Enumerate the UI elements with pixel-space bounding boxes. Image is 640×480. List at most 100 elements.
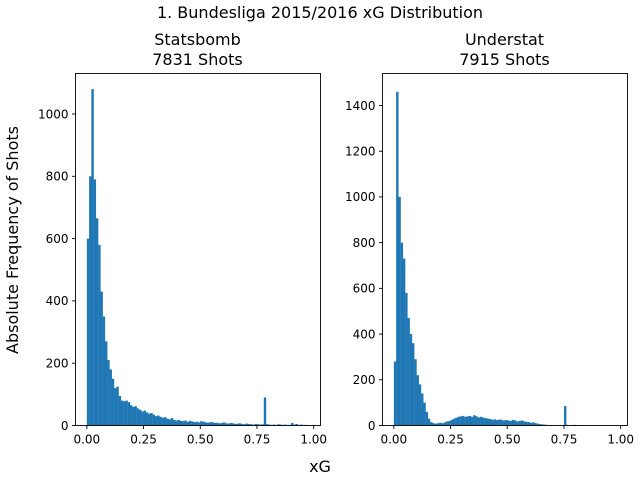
statsbomb-bar <box>170 418 174 426</box>
understat-x-tick-label: 0.00 <box>380 433 407 447</box>
statsbomb-bar <box>86 238 90 426</box>
statsbomb-bar <box>284 424 287 426</box>
understat-x-tick-label: 0.75 <box>551 433 578 447</box>
statsbomb-title-count: 7831 Shots <box>152 50 243 69</box>
understat-y-tick-label: 600 <box>353 282 376 296</box>
understat-bar <box>527 422 531 426</box>
understat-bar <box>400 242 404 426</box>
understat-bar <box>443 422 447 426</box>
understat-bar <box>484 418 487 426</box>
understat-bar <box>407 318 410 426</box>
understat-y-tick-label: 1000 <box>345 190 376 204</box>
understat-bar <box>461 415 465 426</box>
understat-bar <box>518 420 522 426</box>
statsbomb-bar <box>293 424 296 426</box>
statsbomb-bar <box>100 291 103 426</box>
statsbomb-bar <box>218 423 221 426</box>
understat-bar <box>466 416 469 426</box>
understat-bar <box>411 343 415 426</box>
understat-axes-frame <box>382 73 628 426</box>
statsbomb-bar <box>279 424 283 426</box>
statsbomb-bar <box>95 218 99 426</box>
statsbomb-bar <box>202 421 205 426</box>
statsbomb-bar <box>216 422 219 426</box>
statsbomb-bar <box>123 401 126 426</box>
understat-bar <box>468 415 472 426</box>
understat-bar <box>516 421 519 426</box>
understat-bar <box>493 419 497 426</box>
understat-bar <box>489 419 492 426</box>
statsbomb-bar <box>148 413 151 426</box>
y-axis-label: Absolute Frequency of Shots <box>3 126 22 354</box>
understat-bar <box>477 417 481 426</box>
statsbomb-bar <box>295 423 298 426</box>
statsbomb-bar <box>175 420 178 426</box>
understat-bar <box>416 375 419 426</box>
understat-bar <box>414 359 417 426</box>
statsbomb-bar <box>272 424 276 426</box>
statsbomb-bar <box>211 422 215 426</box>
understat-bar <box>507 420 510 426</box>
understat-bar <box>421 393 424 426</box>
understat-bar <box>491 419 494 426</box>
understat-bar <box>514 420 517 426</box>
understat-bar <box>541 424 544 426</box>
understat-x-tick-label: 1.00 <box>607 433 634 447</box>
statsbomb-bar <box>238 423 242 426</box>
understat-bar <box>509 420 512 426</box>
statsbomb-title-name: Statsbomb <box>154 30 241 49</box>
statsbomb-x-tick-label: 0.00 <box>73 433 100 447</box>
understat-bar <box>423 402 426 426</box>
statsbomb-bar <box>127 402 131 426</box>
understat-bar <box>398 196 401 426</box>
statsbomb-y-tick-label: 200 <box>46 356 69 370</box>
statsbomb-y-tick-label: 600 <box>46 232 69 246</box>
understat-bar <box>539 424 542 426</box>
understat-y-tick-label: 800 <box>353 236 376 250</box>
figure-title: 1. Bundesliga 2015/2016 xG Distribution <box>157 3 483 22</box>
understat-panel: Understat 7915 Shots 0.00 0.25 0.50 0.75 1.0… <box>345 30 634 447</box>
understat-bar <box>536 423 540 426</box>
understat-x-tick-label: 0.25 <box>437 433 464 447</box>
statsbomb-bar <box>134 406 137 426</box>
understat-bar <box>480 416 483 426</box>
understat-bar <box>511 419 515 426</box>
statsbomb-bar <box>186 421 190 426</box>
understat-bar <box>505 420 508 426</box>
understat-bar <box>498 419 501 426</box>
statsbomb-bar <box>193 422 196 426</box>
statsbomb-x-ticks: 0.00 0.25 0.50 0.75 1.00 <box>73 425 327 447</box>
understat-y-tick-label: 200 <box>353 373 376 387</box>
statsbomb-bar <box>114 388 117 426</box>
understat-bar <box>405 292 408 426</box>
understat-y-tick-label: 1400 <box>345 99 376 113</box>
understat-bar <box>543 424 546 426</box>
statsbomb-bar <box>98 244 101 426</box>
statsbomb-bar <box>263 397 267 426</box>
statsbomb-bar <box>118 395 122 426</box>
statsbomb-bar <box>116 386 119 426</box>
statsbomb-bar <box>195 421 199 426</box>
statsbomb-x-tick-label: 1.00 <box>300 433 327 447</box>
understat-bar <box>495 420 499 426</box>
statsbomb-bar <box>207 422 210 426</box>
statsbomb-bar <box>154 416 158 426</box>
understat-bars <box>393 91 603 426</box>
statsbomb-bar <box>89 176 92 426</box>
understat-bar <box>452 418 456 426</box>
understat-bar <box>439 422 442 426</box>
understat-bar <box>473 415 476 426</box>
statsbomb-x-tick-label: 0.50 <box>187 433 214 447</box>
statsbomb-bar <box>93 179 97 426</box>
understat-x-tick-label: 0.50 <box>494 433 521 447</box>
statsbomb-bar <box>261 424 264 426</box>
statsbomb-bar <box>204 422 208 426</box>
statsbomb-bar <box>159 416 162 426</box>
understat-title-name: Understat <box>465 30 544 49</box>
statsbomb-bar <box>243 424 246 426</box>
statsbomb-bar <box>91 89 94 426</box>
understat-bar <box>563 406 567 426</box>
statsbomb-bar <box>163 417 167 426</box>
statsbomb-bar <box>220 423 224 426</box>
